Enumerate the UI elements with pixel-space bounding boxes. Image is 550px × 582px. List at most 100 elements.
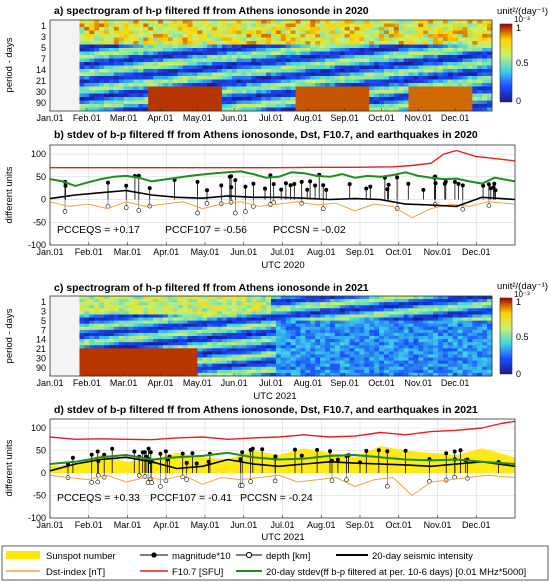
panel-c-heat-cell	[300, 329, 306, 334]
panel-c-heat-cell	[374, 299, 380, 303]
panel-c-heat-cell	[452, 351, 459, 355]
panel-a-heat-cell	[256, 30, 262, 35]
panel-a-heat-cell	[74, 107, 80, 112]
panel-a-heat-cell	[74, 51, 80, 56]
panel-a-heat-cell	[320, 69, 326, 73]
panel-c-heat-cell	[79, 360, 85, 365]
panel-c-heat-cell	[383, 342, 390, 346]
panel-c-heat-cell	[379, 329, 385, 334]
panel-c-heat-cell	[143, 308, 149, 312]
panel-a-heat-cell	[442, 44, 449, 49]
panel-c-heat-cell	[148, 360, 154, 365]
panel-c-heat-cell	[177, 345, 183, 349]
panel-a-heat-cell	[266, 69, 272, 73]
panel-c-heat-cell	[221, 308, 228, 312]
panel-a-heat-cell	[310, 62, 316, 66]
panel-c-heat-cell	[246, 372, 252, 377]
panel-c-heat-cell	[447, 317, 454, 322]
panel-a-heat-cell	[408, 30, 414, 35]
panel-a-heat-cell	[89, 34, 95, 38]
panel-c-heat-cell	[442, 308, 449, 312]
panel-a-heat-cell	[50, 90, 56, 94]
panel-c-heat-cell	[69, 308, 75, 312]
panel-c-heat-cell	[359, 366, 365, 371]
panel-c-heat-cell	[462, 342, 468, 346]
panel-c-heat-cell	[241, 323, 247, 328]
panel-c-heat-cell	[477, 323, 483, 328]
panel-b-eq-magnitude	[63, 183, 68, 188]
panel-c-heat-cell	[310, 354, 316, 358]
panel-c-heat-cell	[354, 354, 360, 358]
panel-a-heat-cell	[413, 97, 419, 101]
panel-c-heat-cell	[437, 336, 444, 340]
panel-a-heat-cell	[221, 41, 228, 45]
panel-a-heat-cell	[290, 100, 296, 105]
panel-c-heat-cell	[128, 320, 134, 325]
panel-c-heat-cell	[334, 372, 341, 377]
panel-a-heat-cell	[236, 76, 242, 80]
panel-a-heat-cell	[271, 100, 277, 105]
panel-c-heat-cell	[158, 369, 164, 374]
panel-a-heat-cell	[256, 86, 262, 91]
panel-a-heat-cell	[325, 97, 331, 101]
panel-a-heat-cell	[246, 107, 252, 112]
panel-c-heat-cell	[261, 336, 267, 340]
panel-c-heat-cell	[403, 351, 409, 355]
panel-a-heat-cell	[369, 23, 375, 28]
panel-a-heat-cell	[487, 20, 493, 24]
panel-c-heat-cell	[334, 296, 341, 300]
panel-a-heat-cell	[482, 65, 488, 70]
panel-a-heat-cell	[197, 79, 203, 84]
panel-a-heat-cell	[158, 62, 164, 66]
panel-a-heat-cell	[251, 23, 257, 28]
panel-c-heat-cell	[251, 326, 257, 331]
panel-c-x-tick-label: Dec.01	[441, 378, 470, 388]
panel-c-heat-cell	[187, 314, 193, 318]
panel-c-heat-cell	[99, 314, 105, 318]
panel-a-heat-cell	[138, 23, 144, 28]
panel-c-heat-cell	[79, 311, 85, 315]
panel-c-heat-cell	[197, 354, 203, 358]
panel-a-heat-cell	[207, 83, 213, 87]
panel-c-heat-cell	[305, 366, 311, 371]
panel-c-heat-cell	[472, 302, 478, 306]
panel-c-heat-cell	[295, 311, 301, 315]
panel-a-heat-cell	[344, 72, 350, 77]
panel-a-heat-cell	[442, 107, 449, 112]
panel-a-heat-cell	[275, 86, 282, 91]
panel-c-heat-cell	[320, 339, 326, 343]
panel-a-heat-cell	[54, 79, 61, 84]
panel-c-heat-cell	[462, 366, 468, 371]
panel-c-heat-cell	[467, 296, 473, 300]
panel-a-heat-cell	[275, 69, 282, 73]
panel-a-heat-cell	[433, 48, 439, 52]
panel-a-heat-cell	[231, 55, 238, 59]
panel-c-heat-cell	[148, 357, 154, 362]
panel-a-heat-cell	[158, 27, 164, 31]
panel-c-heat-cell	[423, 369, 429, 374]
panel-a-heat-cell	[428, 72, 434, 77]
panel-a-heat-cell	[310, 20, 316, 24]
panel-a-heat-cell	[246, 97, 252, 101]
panel-c-heat-cell	[246, 302, 252, 306]
panel-c-heat-cell	[320, 329, 326, 334]
panel-a-heat-cell	[482, 51, 488, 56]
panel-a-heat-cell	[94, 90, 100, 94]
panel-a-heat-cell	[364, 37, 370, 42]
panel-c-heat-cell	[246, 345, 252, 349]
panel-c-heat-cell	[167, 372, 174, 377]
panel-a-heat-cell	[172, 41, 179, 45]
panel-c-heat-cell	[192, 326, 198, 331]
panel-a-heat-cell	[221, 23, 228, 28]
panel-c-heat-cell	[187, 302, 193, 306]
panel-c-heat-cell	[241, 342, 247, 346]
panel-c-heat-cell	[158, 354, 164, 358]
panel-c-heat-cell	[221, 336, 228, 340]
panel-c-heat-cell	[143, 348, 149, 352]
panel-c-heat-cell	[393, 323, 400, 328]
panel-b-annotation-eqs: PCCEQS = +0.17	[57, 224, 140, 236]
panel-a-heat-cell	[285, 48, 292, 52]
panel-c-heat-cell	[354, 342, 360, 346]
panel-a-heat-cell	[344, 90, 350, 94]
panel-c-heat-cell	[212, 326, 218, 331]
